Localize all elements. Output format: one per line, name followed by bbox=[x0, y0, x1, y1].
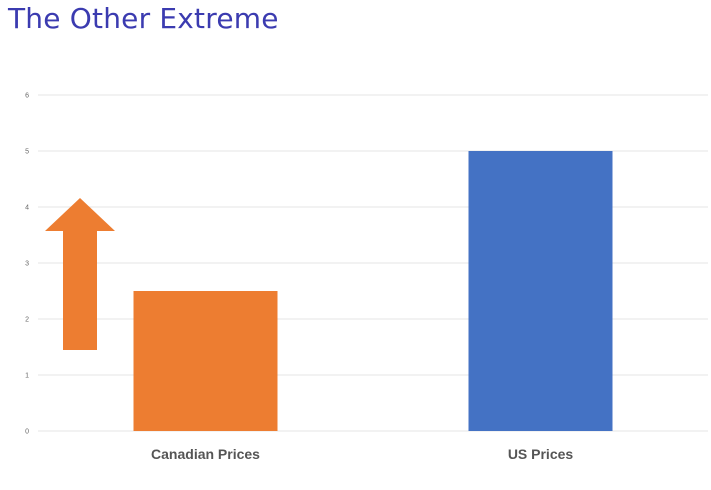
y-tick-label: 1 bbox=[25, 373, 29, 380]
bars bbox=[133, 151, 613, 431]
y-tick-label: 5 bbox=[25, 149, 29, 156]
x-axis-labels: Canadian Prices US Prices bbox=[151, 446, 573, 462]
y-tick-label: 3 bbox=[25, 261, 29, 268]
y-tick-label: 4 bbox=[25, 205, 29, 212]
x-category-label: Canadian Prices bbox=[151, 446, 260, 462]
y-axis-ticks: 0 1 2 3 4 5 6 bbox=[25, 93, 29, 436]
up-arrow-icon bbox=[45, 198, 115, 350]
y-tick-label: 6 bbox=[25, 93, 29, 100]
bar-us-prices bbox=[468, 151, 613, 431]
y-tick-label: 0 bbox=[25, 429, 29, 436]
bar-canadian-prices bbox=[133, 291, 278, 431]
y-tick-label: 2 bbox=[25, 317, 29, 324]
x-category-label: US Prices bbox=[508, 446, 574, 462]
slide-title: The Other Extreme bbox=[8, 2, 279, 35]
